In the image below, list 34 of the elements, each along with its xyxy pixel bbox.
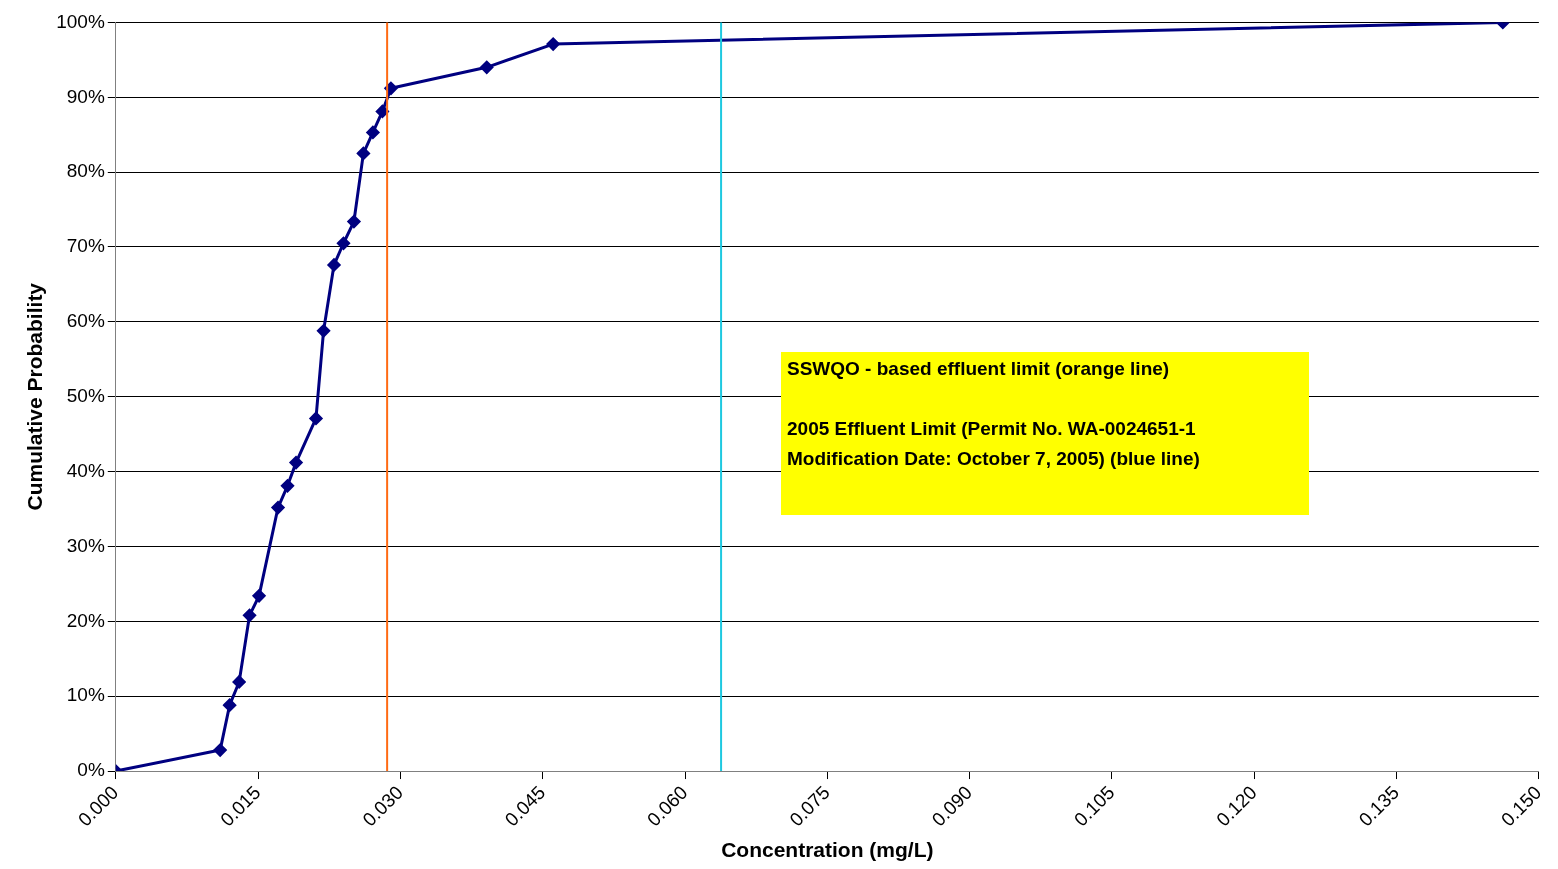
point	[366, 125, 380, 139]
point	[546, 37, 560, 51]
y-tick-label: 50%	[66, 384, 105, 406]
point	[480, 60, 494, 74]
point	[289, 456, 303, 470]
y-tick-label: 20%	[66, 609, 105, 631]
y-tick-label: 30%	[66, 534, 105, 556]
y-axis-title: Cumulative Probability	[23, 282, 47, 511]
y-tick-label: 100%	[56, 10, 105, 32]
y-tick-label: 60%	[66, 310, 105, 332]
point	[347, 215, 361, 229]
y-tick-label: 70%	[66, 235, 105, 257]
x-axis-title: Concentration (mg/L)	[721, 838, 934, 862]
point	[336, 236, 350, 250]
annotation: SSWQO - based effluent limit (orange line)	[787, 357, 1171, 381]
point	[309, 411, 323, 425]
y-tick-label: 0%	[77, 759, 105, 781]
annotation: 2005 Effluent Limit (Permit No. WA-0024651-1 Modification Date: October 7, 2005) (blue line)	[787, 417, 1201, 471]
point	[356, 146, 370, 160]
point	[281, 479, 295, 493]
point	[223, 698, 237, 712]
y-tick-label: 10%	[66, 684, 105, 706]
point	[252, 589, 266, 603]
point	[232, 675, 246, 689]
y-tick-label: 90%	[66, 85, 105, 107]
point	[327, 258, 341, 272]
point	[317, 324, 331, 338]
point	[271, 501, 285, 515]
note-box: SSWQO - based effluent limit (orange line) 2005 Effluent Limit (Permit No. WA-0024651-1 Modification Date: October 7, 2005) (blue line)	[781, 352, 1309, 515]
y-tick-label: 40%	[66, 459, 105, 481]
point	[243, 608, 257, 622]
y-tick-label: 80%	[66, 160, 105, 182]
point	[213, 743, 227, 757]
point	[375, 104, 389, 118]
